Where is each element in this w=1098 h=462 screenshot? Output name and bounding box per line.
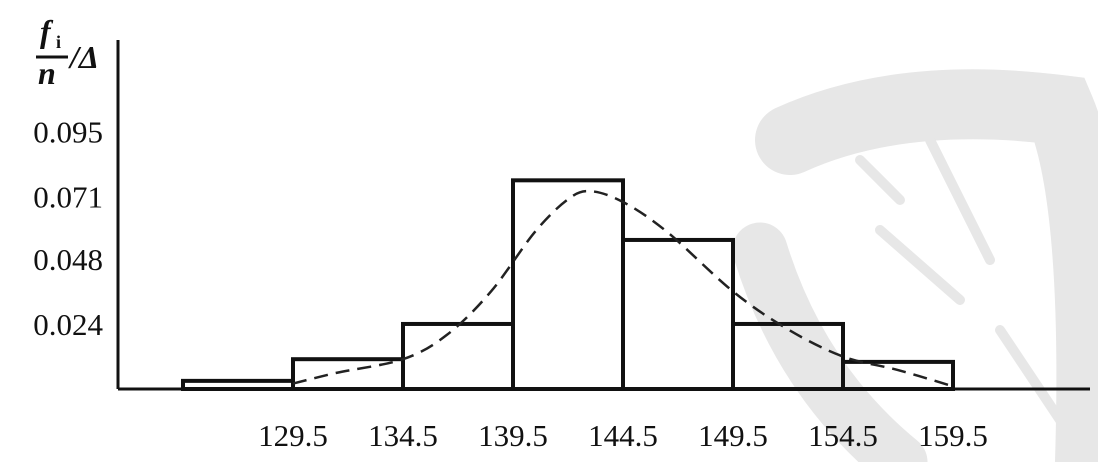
x-tick-labels: 129.5 134.5 139.5 144.5 149.5 154.5 159.5	[258, 418, 988, 453]
x-tick-label: 139.5	[478, 418, 548, 453]
ylabel-denominator: n	[38, 55, 56, 91]
x-tick-label: 144.5	[588, 418, 658, 453]
histogram-bar	[621, 237, 735, 391]
x-tick-label: 149.5	[698, 418, 768, 453]
histogram-bar	[401, 321, 515, 391]
y-axis-label: f i n /Δ	[36, 13, 99, 91]
x-tick-label: 154.5	[808, 418, 878, 453]
y-tick-label: 0.071	[33, 180, 103, 215]
histogram-bar	[181, 378, 295, 391]
y-tick-labels: 0.095 0.071 0.048 0.024	[33, 115, 103, 342]
histogram-bar	[731, 321, 845, 391]
y-tick-label: 0.024	[33, 307, 103, 342]
x-tick-label: 159.5	[918, 418, 988, 453]
y-tick-label: 0.095	[33, 115, 103, 150]
ylabel-suffix: /Δ	[68, 39, 99, 75]
ylabel-subscript: i	[56, 32, 61, 52]
y-tick-label: 0.048	[33, 242, 103, 277]
ylabel-numerator: f	[40, 13, 54, 49]
histogram-bar	[511, 178, 625, 391]
density-curve	[292, 189, 954, 388]
histogram-bar	[841, 359, 955, 391]
x-tick-label: 134.5	[368, 418, 438, 453]
x-tick-label: 129.5	[258, 418, 328, 453]
watermark-seal	[732, 69, 1098, 462]
